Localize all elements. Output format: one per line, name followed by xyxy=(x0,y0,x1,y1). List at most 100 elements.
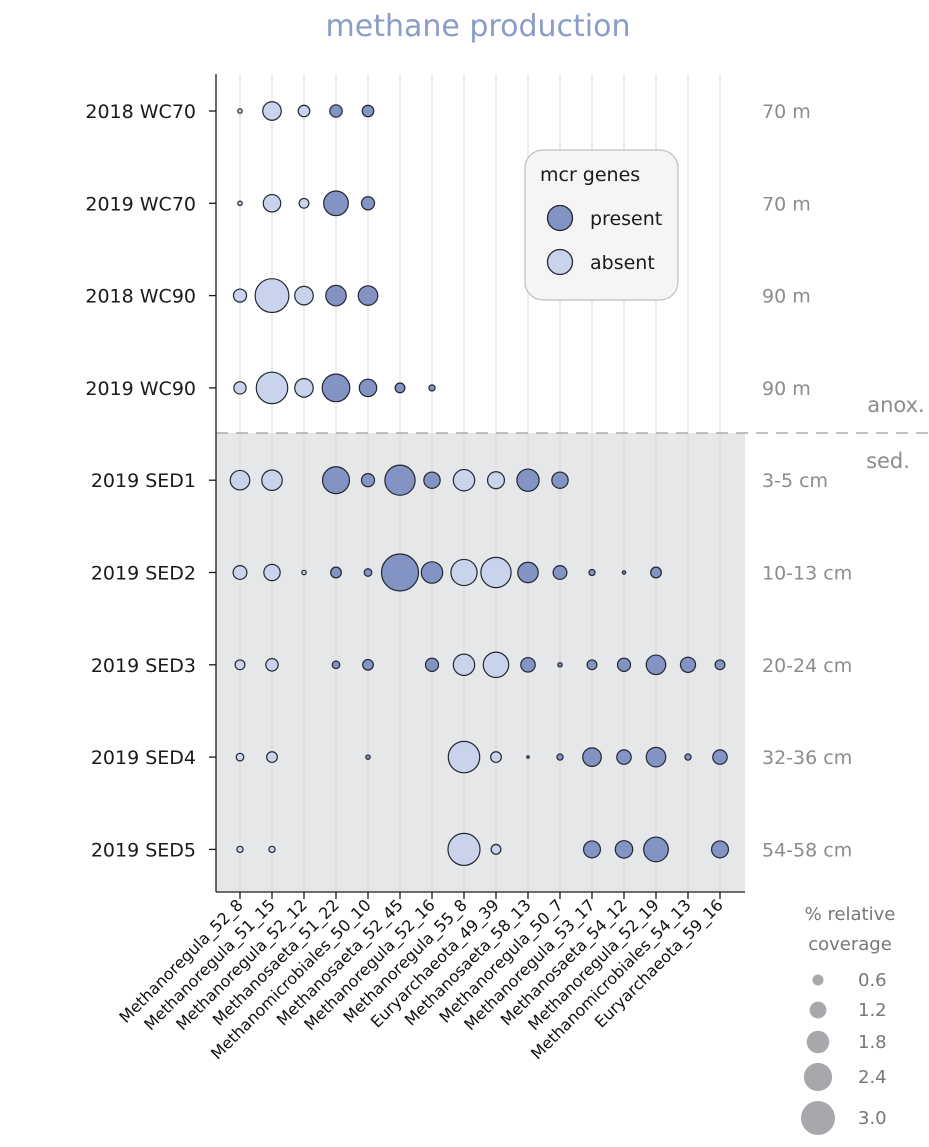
bubble-2019-wc90-methanoregula-52-8 xyxy=(233,381,247,395)
bubble-2019-sed4-methanomicrobiales-50-10 xyxy=(365,754,371,760)
bubble-2019-wc70-methanomicrobiales-50-10 xyxy=(360,196,376,211)
depth-label-2019-sed4: 32-36 cm xyxy=(762,747,852,769)
axis-layer xyxy=(209,74,745,899)
sample-label-2019-wc70: 2019 WC70 xyxy=(85,193,196,215)
size-legend-circle xyxy=(806,1030,830,1054)
depth-label-2018-wc90: 90 m xyxy=(762,286,811,308)
bubble-2019-sed3-methanosaeta-51-22 xyxy=(331,660,341,670)
bubble-2018-wc70-methanomicrobiales-50-10 xyxy=(361,104,375,118)
bubble-2019-sed3-methanosaeta-54-12 xyxy=(616,657,632,672)
size-legend-circle xyxy=(809,1001,827,1019)
bubble-2019-sed5-methanoregula-53-17 xyxy=(582,840,602,859)
bubble-2019-sed5-methanoregula-52-19 xyxy=(643,836,669,863)
bubble-2019-sed1-methanosaeta-58-13 xyxy=(516,468,540,492)
bubble-2019-sed3-euryarchaeota-59-16 xyxy=(714,659,726,671)
bubble-2019-sed5-methanosaeta-54-12 xyxy=(614,840,634,859)
bubble-2019-wc90-methanoregula-52-16 xyxy=(428,384,436,392)
bubble-2019-sed1-methanosaeta-51-22 xyxy=(321,466,351,495)
sample-label-2019-wc90: 2019 WC90 xyxy=(85,378,196,400)
legend-present-swatch xyxy=(546,204,574,232)
bubble-2019-sed1-methanoregula-52-16 xyxy=(423,471,441,489)
legend-absent-label: absent xyxy=(590,252,655,274)
size-legend-circle xyxy=(812,974,824,986)
bubble-2019-wc70-methanosaeta-51-22 xyxy=(323,190,349,217)
bubble-2019-sed2-methanoregula-52-19 xyxy=(650,566,662,579)
size-legend-value: 0.6 xyxy=(858,970,887,991)
bubble-2019-sed1-methanomicrobiales-50-10 xyxy=(360,473,376,488)
zone-labels: anox. sed. xyxy=(866,393,925,473)
depth-label-2019-wc70: 70 m xyxy=(762,193,811,215)
bubble-2019-sed3-methanoregula-51-15 xyxy=(265,658,279,672)
bubble-2019-sed2-methanoregula-55-8 xyxy=(450,558,478,587)
bubble-2019-sed1-euryarchaeota-49-39 xyxy=(486,471,506,490)
bubble-2019-sed3-methanoregula-55-8 xyxy=(452,653,476,677)
legend-present-label: present xyxy=(590,208,662,230)
bubble-2019-sed1-methanoregula-51-15 xyxy=(261,469,283,492)
bubble-2019-sed2-methanosaeta-58-13 xyxy=(517,561,539,584)
bubble-2019-sed5-methanoregula-55-8 xyxy=(447,832,481,867)
bubble-2019-sed3-methanomicrobiales-54-13 xyxy=(679,656,697,673)
sample-label-2019-sed4: 2019 SED4 xyxy=(91,747,196,769)
bubble-2019-sed4-methanomicrobiales-54-13 xyxy=(684,753,692,761)
bubble-2019-sed2-methanosaeta-51-22 xyxy=(330,566,342,579)
bubble-2019-sed4-methanoregula-51-15 xyxy=(266,751,278,764)
sample-label-2019-sed5: 2019 SED5 xyxy=(91,839,196,861)
bubble-2019-sed3-methanosaeta-58-13 xyxy=(520,656,536,673)
bubble-2018-wc70-methanoregula-52-12 xyxy=(297,104,311,118)
bubble-2019-wc90-methanosaeta-51-22 xyxy=(321,373,351,403)
bubble-2019-sed4-methanoregula-55-8 xyxy=(447,740,481,774)
size-legend-title-line1: % relative xyxy=(805,904,896,925)
depth-label-2019-sed5: 54-58 cm xyxy=(762,839,852,861)
bubble-2018-wc90-methanoregula-51-15 xyxy=(254,278,290,314)
bubble-2019-sed3-euryarchaeota-49-39 xyxy=(482,651,510,679)
bubble-2019-sed5-euryarchaeota-49-39 xyxy=(490,843,502,855)
legend-absent-swatch xyxy=(546,248,574,276)
bubble-2019-sed5-methanoregula-52-8 xyxy=(236,845,244,854)
zone-label-sediment: sed. xyxy=(866,449,910,473)
bubble-2019-sed2-methanoregula-53-17 xyxy=(588,568,596,577)
depth-label-2019-sed1: 3-5 cm xyxy=(762,470,828,492)
size-legend-value: 3.0 xyxy=(858,1108,887,1129)
sample-label-2019-sed2: 2019 SED2 xyxy=(91,563,196,585)
bubble-2018-wc70-methanoregula-51-15 xyxy=(262,101,282,121)
bubble-2019-sed2-euryarchaeota-49-39 xyxy=(480,556,512,589)
bubble-2019-wc70-methanoregula-52-12 xyxy=(298,197,310,209)
bubble-2019-sed1-methanoregula-50-7 xyxy=(551,471,569,489)
bubble-2018-wc90-methanoregula-52-8 xyxy=(232,288,248,303)
bubble-2019-sed1-methanoregula-55-8 xyxy=(452,468,476,492)
bubble-2018-wc90-methanomicrobiales-50-10 xyxy=(357,285,379,306)
bubble-2019-sed4-euryarchaeota-49-39 xyxy=(490,751,502,764)
size-legend-value: 1.2 xyxy=(858,1000,887,1021)
bubble-2019-sed4-methanoregula-50-7 xyxy=(556,753,564,761)
bubble-2019-sed2-methanosaeta-54-12 xyxy=(621,570,627,575)
size-legend-circle xyxy=(801,1101,835,1135)
depth-label-2019-wc90: 90 m xyxy=(762,378,811,400)
size-legend: % relative coverage 0.6 1.2 1.8 2.4 3.0 xyxy=(801,904,895,1135)
bubble-2019-sed4-methanoregula-52-8 xyxy=(235,752,245,762)
bubble-2019-sed5-euryarchaeota-59-16 xyxy=(710,840,730,859)
bubble-2018-wc70-methanoregula-52-8 xyxy=(237,108,243,114)
bubble-2018-wc90-methanoregula-52-12 xyxy=(294,285,314,306)
size-legend-value: 2.4 xyxy=(858,1067,887,1088)
bubble-2019-sed3-methanoregula-50-7 xyxy=(557,662,563,668)
bubble-2019-wc70-methanoregula-51-15 xyxy=(262,193,282,213)
depth-label-2019-sed3: 20-24 cm xyxy=(762,655,852,677)
bubble-2019-sed2-methanoregula-50-7 xyxy=(552,565,568,580)
bubble-2019-sed5-methanoregula-51-15 xyxy=(268,845,276,854)
bubble-2019-sed3-methanomicrobiales-50-10 xyxy=(362,658,374,671)
sample-label-2018-wc90: 2018 WC90 xyxy=(85,286,196,308)
size-legend-items: 0.6 1.2 1.8 2.4 3.0 xyxy=(801,970,887,1135)
bubble-2019-sed3-methanoregula-52-19 xyxy=(645,654,667,676)
mcr-genes-legend: mcr genes present absent xyxy=(524,149,679,301)
bubble-2019-wc90-methanomicrobiales-50-10 xyxy=(358,378,378,398)
size-legend-title-line2: coverage xyxy=(808,934,892,955)
sample-label-2018-wc70: 2018 WC70 xyxy=(85,101,196,123)
bubble-2019-sed1-methanosaeta-52-45 xyxy=(384,464,416,496)
bubble-2018-wc90-methanosaeta-51-22 xyxy=(325,284,347,307)
bubble-2019-sed3-methanoregula-52-8 xyxy=(234,659,246,671)
legend-title: mcr genes xyxy=(540,164,640,186)
bubble-2018-wc70-methanosaeta-51-22 xyxy=(329,104,343,118)
bubble-2019-sed2-methanoregula-52-12 xyxy=(301,569,307,576)
bubble-2019-wc90-methanoregula-51-15 xyxy=(255,371,289,405)
